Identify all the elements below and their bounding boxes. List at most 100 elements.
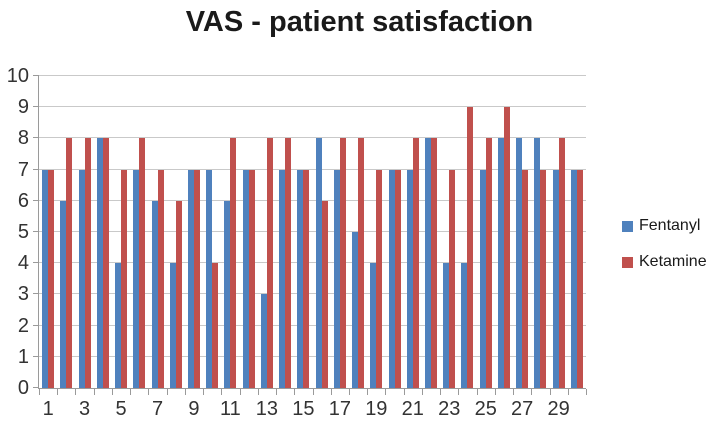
x-axis-tick [240, 389, 241, 395]
bar-fentanyl-14 [279, 169, 286, 388]
bar-ketamine-13 [266, 138, 273, 388]
bar-ketamine-19 [376, 169, 383, 388]
x-axis-label: 27 [511, 398, 534, 420]
plot-area: 0 1 2 3 4 5 6 7 8 9 10 1 3 5 7 9 11 13 15 17 19 21 23 25 27 29 [7, 65, 587, 420]
x-axis-tick [39, 389, 40, 395]
y-axis-tick [33, 106, 39, 108]
x-axis-tick [167, 389, 168, 395]
x-axis-label: 13 [255, 398, 279, 420]
bar-fentanyl-20 [388, 169, 395, 388]
x-axis-label: 7 [151, 398, 164, 420]
bar-ketamine-25 [485, 138, 492, 388]
bar-fentanyl-11 [224, 200, 231, 388]
x-axis-tick [477, 389, 478, 395]
bar-ketamine-28 [540, 169, 547, 388]
x-axis-tick [550, 389, 551, 395]
bar-ketamine-17 [339, 138, 346, 388]
bar-fentanyl-23 [443, 263, 450, 388]
gridline [39, 355, 586, 357]
y-axis-tick [33, 324, 39, 326]
legend-label-fentanyl: Fentanyl [639, 217, 701, 234]
fentanyl-swatch-icon [622, 220, 633, 232]
bar-ketamine-10 [212, 263, 219, 388]
x-axis-tick [294, 389, 295, 395]
ketamine-swatch-icon [622, 256, 633, 268]
gridline [39, 168, 586, 170]
bar-fentanyl-22 [425, 138, 432, 388]
gridline [39, 75, 586, 76]
y-axis-tick [33, 293, 39, 295]
bar-fentanyl-3 [78, 169, 85, 388]
bar-ketamine-3 [84, 138, 91, 388]
y-axis-label: 4 [17, 252, 29, 275]
x-axis-tick [586, 389, 587, 395]
x-axis-tick [221, 389, 222, 395]
x-axis-label: 11 [220, 398, 241, 420]
x-axis-tick [568, 389, 569, 395]
x-axis-tick [94, 389, 95, 395]
chart-area: 0 1 2 3 4 5 6 7 8 9 10 1 3 5 7 9 11 13 15 17 19 21 23 25 27 29 [7, 65, 587, 420]
x-axis-tick [258, 389, 259, 395]
y-axis-label: 8 [17, 127, 29, 150]
bar-ketamine-20 [394, 169, 401, 388]
x-axis-tick [495, 389, 496, 395]
gridline [39, 106, 586, 108]
y-axis-tick [33, 137, 39, 139]
bar-ketamine-7 [157, 169, 164, 388]
y-axis-label: 5 [17, 221, 29, 243]
bar-ketamine-26 [503, 107, 510, 388]
legend-entry-ketamine: Ketamine [622, 252, 719, 272]
bar-fentanyl-24 [461, 263, 468, 388]
bar-fentanyl-16 [315, 138, 322, 388]
bar-ketamine-29 [558, 138, 565, 388]
x-axis-tick [75, 389, 76, 395]
x-axis-tick [531, 389, 532, 395]
x-axis-tick [203, 389, 204, 395]
bar-ketamine-16 [321, 200, 328, 388]
bar-fentanyl-17 [333, 169, 340, 388]
bar-ketamine-4 [102, 138, 109, 388]
x-axis-label: 25 [474, 398, 497, 420]
x-axis-tick [404, 389, 405, 395]
bar-ketamine-27 [522, 169, 529, 388]
bar-fentanyl-4 [96, 138, 103, 388]
bar-ketamine-23 [449, 169, 456, 388]
bar-ketamine-9 [193, 169, 200, 388]
legend: Fentanyl Ketamine [622, 216, 719, 288]
bar-ketamine-22 [431, 138, 438, 388]
bar-fentanyl-19 [370, 263, 377, 388]
y-axis-label: 10 [6, 65, 29, 87]
bar-fentanyl-8 [169, 263, 176, 388]
bar-ketamine-8 [175, 200, 182, 388]
bar-ketamine-1 [48, 169, 55, 388]
x-axis-tick [422, 389, 423, 395]
x-axis-tick [185, 389, 186, 395]
gridline [39, 231, 586, 232]
bar-fentanyl-26 [497, 138, 504, 388]
x-axis-tick [513, 389, 514, 395]
y-axis-label: 9 [17, 96, 29, 119]
x-axis-tick [112, 389, 113, 395]
bar-ketamine-5 [121, 169, 128, 388]
x-axis-label: 17 [328, 398, 351, 420]
x-axis-label: 19 [365, 398, 388, 420]
gridline [39, 199, 586, 201]
x-axis-tick [440, 389, 441, 395]
y-axis-tick [33, 387, 39, 388]
x-axis-label: 9 [188, 398, 200, 420]
y-axis-tick [33, 231, 39, 232]
x-axis-label: 23 [438, 398, 461, 420]
legend-entry-fentanyl: Fentanyl [622, 216, 719, 236]
y-axis-tick [33, 199, 39, 201]
bar-ketamine-15 [303, 169, 310, 388]
y-axis-label: 2 [17, 314, 29, 337]
x-axis-tick [458, 389, 459, 395]
bar-fentanyl-12 [242, 169, 249, 388]
bar-fentanyl-29 [552, 169, 559, 388]
x-axis-tick [331, 389, 332, 395]
y-axis-label: 7 [17, 158, 29, 181]
bar-fentanyl-9 [187, 169, 194, 388]
bar-fentanyl-13 [260, 294, 267, 388]
x-axis-label: 1 [42, 398, 54, 420]
bar-fentanyl-18 [352, 232, 359, 388]
